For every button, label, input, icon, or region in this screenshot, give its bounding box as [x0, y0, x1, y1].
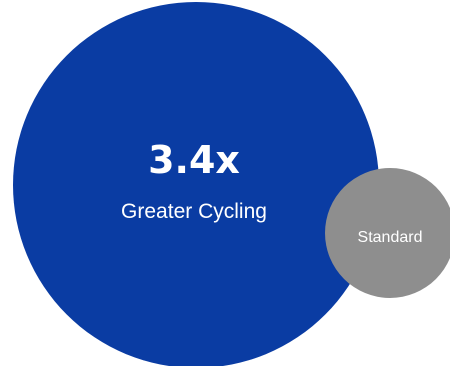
- greater-cycling-bubble: [13, 2, 379, 366]
- standard-label: Standard: [358, 229, 423, 246]
- greater-cycling-value: 3.4x: [148, 138, 240, 182]
- greater-cycling-label: Greater Cycling: [121, 200, 267, 223]
